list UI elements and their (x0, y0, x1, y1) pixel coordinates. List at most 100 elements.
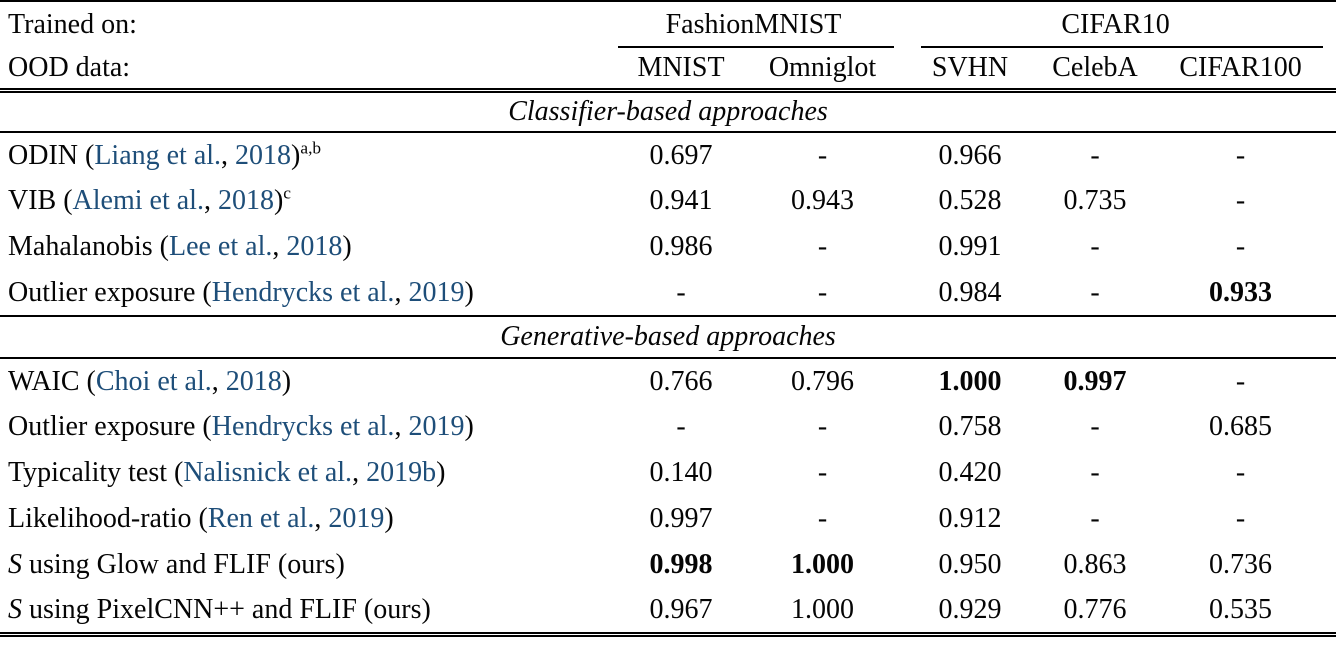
citation-authors-link[interactable]: Hendrycks et al. (211, 411, 395, 442)
citation-authors-link[interactable]: Liang et al. (94, 139, 222, 171)
trained-on-row: Trained on: FashionMNIST CIFAR10 (0, 0, 1336, 48)
group-label-cifar10: CIFAR10 (1061, 9, 1170, 40)
value-cell: 0.912 (938, 503, 1002, 534)
citation-year-link[interactable]: 2018 (235, 139, 292, 171)
method-label: Typicality test (Nalisnick et al., 2019b… (8, 457, 446, 488)
value-cell: 0.950 (938, 549, 1002, 580)
citation-authors-link[interactable]: Alemi et al. (72, 185, 204, 216)
value-cell: 0.758 (938, 411, 1002, 442)
section-title-row: Classifier-based approaches (0, 90, 1336, 133)
value-cell: - (1235, 365, 1246, 397)
value-cell: 0.986 (649, 231, 713, 262)
section-classifier-based: Classifier-based approaches ODIN (Liang … (0, 90, 1336, 317)
group-header-cifar10: CIFAR10 (895, 0, 1336, 48)
value-cell: - (817, 503, 828, 534)
ood-data-label: OOD data: (0, 48, 612, 93)
value-cell: - (1235, 503, 1246, 534)
method-label: Likelihood-ratio (Ren et al., 2019) (8, 503, 394, 534)
citation-authors-link[interactable]: Nalisnick et al. (183, 457, 353, 488)
citation-year-link[interactable]: 2019 (328, 503, 385, 534)
value-cell: 0.943 (791, 185, 854, 216)
value-cell: - (1090, 503, 1100, 534)
method-label: Mahalanobis (Lee et al., 2018) (8, 231, 352, 262)
method-label: S using PixelCNN++ and FLIF (ours) (0, 588, 612, 637)
value-cell: 0.933 (1145, 270, 1336, 317)
value-cell: 0.535 (1145, 588, 1336, 637)
value-cell: 0.929 (895, 588, 1046, 637)
value-cell: - (1235, 457, 1246, 488)
footnote-marker: c (283, 183, 291, 203)
citation-year-link[interactable]: 2019b (366, 457, 437, 488)
value-cell: - (612, 270, 750, 317)
table-row: Outlier exposure (Hendrycks et al., 2019… (0, 404, 1336, 450)
citation-year-link[interactable]: 2018 (217, 185, 274, 216)
value-cell: - (1090, 139, 1100, 171)
value-cell: - (676, 411, 686, 442)
table-row: ODIN (Liang et al., 2018)a,b 0.697 - 0.966… (0, 132, 1336, 178)
column-header-cifar100: CIFAR100 (1145, 48, 1336, 93)
citation-year-link[interactable]: 2019 (408, 276, 465, 308)
table-row: Mahalanobis (Lee et al., 2018) 0.986 - 0.9… (0, 224, 1336, 270)
value-cell: 1.000 (791, 549, 854, 580)
value-cell: 0.140 (649, 457, 713, 488)
value-cell: - (817, 457, 828, 488)
value-cell: 0.997 (649, 503, 713, 534)
method-label: ODIN (Liang et al., 2018)a,b (8, 138, 322, 171)
section-generative-based: Generative-based approaches WAIC (Choi e… (0, 316, 1336, 637)
table-row: S using PixelCNN++ and FLIF (ours) 0.967… (0, 588, 1336, 637)
value-cell: 0.735 (1063, 185, 1127, 216)
citation-authors-link[interactable]: Ren et al. (207, 503, 315, 534)
value-cell: 0.998 (649, 549, 713, 580)
method-label: VIB (Alemi et al., 2018)c (8, 183, 291, 216)
value-cell: 0.685 (1209, 411, 1273, 442)
value-cell: 0.991 (938, 231, 1002, 262)
citation-year-link[interactable]: 2018 (286, 231, 343, 262)
section-title-generative: Generative-based approaches (0, 316, 1336, 359)
value-cell: 0.984 (895, 270, 1046, 317)
value-cell: - (750, 270, 896, 317)
table-row: Outlier exposure (Hendrycks et al., 2019… (0, 270, 1336, 317)
value-cell: 0.766 (649, 365, 713, 397)
table-row: Typicality test (Nalisnick et al., 2019b… (0, 450, 1336, 496)
value-cell: 0.941 (649, 185, 713, 216)
value-cell: - (1235, 231, 1246, 262)
value-cell: - (1090, 411, 1100, 442)
value-cell: - (817, 231, 828, 262)
ood-data-row: OOD data: MNIST Omniglot SVHN CelebA CIF… (0, 48, 1336, 93)
citation-authors-link[interactable]: Choi et al. (95, 365, 212, 397)
table-row: S using Glow and FLIF (ours) 0.998 1.000 0… (0, 542, 1336, 588)
citation-year-link[interactable]: 2018 (225, 365, 282, 397)
method-label: Outlier exposure (Hendrycks et al., 2019… (0, 270, 612, 317)
citation-authors-link[interactable]: Hendrycks et al. (211, 276, 395, 308)
method-label: Outlier exposure (Hendrycks et al., 2019… (8, 411, 474, 442)
group-label-fashionmnist: FashionMNIST (665, 9, 842, 40)
footnote-marker: a,b (300, 138, 322, 158)
citation-year-link[interactable]: 2019 (408, 411, 465, 442)
math-variable: S (8, 593, 22, 625)
rule-under-fashionmnist (618, 46, 895, 48)
value-cell: 0.528 (938, 185, 1002, 216)
results-table: Trained on: FashionMNIST CIFAR10 OOD dat… (0, 0, 1336, 637)
section-title-classifier: Classifier-based approaches (0, 90, 1336, 133)
math-variable: S (8, 549, 22, 580)
citation-authors-link[interactable]: Lee et al. (168, 231, 273, 262)
value-cell: 0.420 (938, 457, 1002, 488)
value-cell: 0.776 (1045, 588, 1146, 637)
column-header-celeba: CelebA (1045, 48, 1146, 93)
value-cell: 0.796 (791, 365, 854, 397)
value-cell: 0.966 (938, 139, 1002, 171)
value-cell: - (1235, 185, 1246, 216)
trained-on-label: Trained on: (0, 0, 612, 48)
value-cell: - (1090, 457, 1100, 488)
value-cell: 0.967 (612, 588, 750, 637)
method-label: WAIC (Choi et al., 2018) (8, 365, 292, 397)
table-row: WAIC (Choi et al., 2018) 0.766 0.796 1.000… (0, 358, 1336, 404)
value-cell: 0.997 (1063, 365, 1127, 397)
value-cell: - (817, 411, 828, 442)
value-cell: 1.000 (750, 588, 896, 637)
table-header: Trained on: FashionMNIST CIFAR10 OOD dat… (0, 0, 1336, 93)
value-cell: - (1235, 139, 1246, 171)
table-row: Likelihood-ratio (Ren et al., 2019) 0.99… (0, 496, 1336, 542)
value-cell: - (1045, 270, 1146, 317)
group-header-fashionmnist: FashionMNIST (612, 0, 896, 48)
